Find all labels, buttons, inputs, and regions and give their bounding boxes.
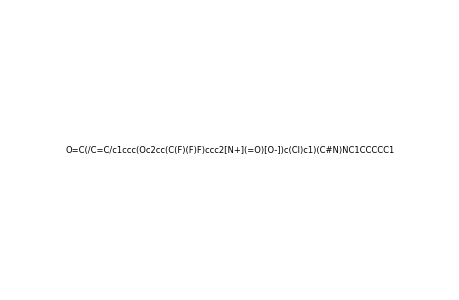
Text: O=C(/C=C/c1ccc(Oc2cc(C(F)(F)F)ccc2[N+](=O)[O-])c(Cl)c1)(C#N)NC1CCCCC1: O=C(/C=C/c1ccc(Oc2cc(C(F)(F)F)ccc2[N+](=… bbox=[65, 146, 394, 154]
